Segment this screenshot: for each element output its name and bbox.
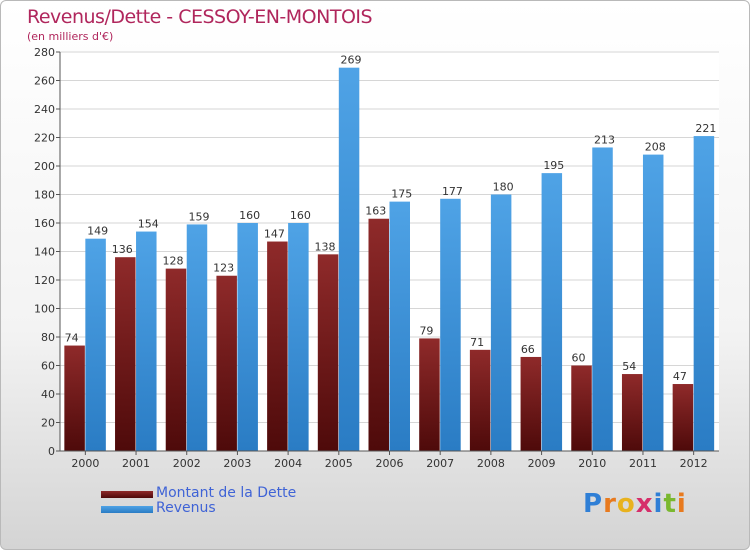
data-label-revenue: 175	[391, 188, 412, 201]
legend-label-revenue: Revenus	[156, 500, 216, 516]
logo-letter: r	[603, 489, 617, 519]
data-label-revenue: 221	[695, 122, 716, 135]
y-tick-label: 140	[34, 246, 55, 259]
y-tick-label: 260	[34, 75, 55, 88]
data-label-debt: 138	[315, 240, 336, 253]
data-label-revenue: 213	[594, 133, 615, 146]
legend-swatch-debt	[101, 491, 153, 498]
bar-debt	[621, 374, 643, 451]
x-tick-label: 2001	[122, 457, 150, 470]
y-tick-label: 280	[34, 46, 55, 59]
data-label-debt: 47	[673, 370, 687, 383]
bar-debt	[368, 218, 389, 451]
bar-debt	[165, 268, 187, 451]
bar-debt	[571, 365, 592, 451]
x-tick-label: 2006	[376, 457, 404, 470]
bar-revenue	[186, 224, 208, 451]
bar-revenue	[338, 67, 360, 452]
x-tick-label: 2009	[528, 457, 556, 470]
bar-revenue	[541, 173, 563, 451]
bar-revenue	[642, 154, 664, 451]
logo-letter: i	[676, 489, 687, 519]
bar-debt	[64, 345, 85, 451]
chart-title: Revenus/Dette - CESSOY-EN-MONTOIS	[27, 6, 373, 28]
x-tick-label: 2011	[629, 457, 657, 470]
bar-revenue	[490, 194, 512, 451]
logo-letter: t	[663, 489, 677, 519]
data-label-revenue: 154	[138, 218, 159, 231]
data-label-debt: 74	[65, 332, 79, 345]
bar-debt	[267, 241, 288, 451]
bar-revenue	[237, 223, 258, 451]
data-label-revenue: 159	[188, 210, 209, 223]
data-label-debt: 123	[213, 262, 234, 275]
bar-debt	[216, 275, 237, 451]
bar-debt	[520, 356, 542, 451]
y-tick-label: 20	[41, 417, 55, 430]
data-label-debt: 54	[622, 360, 636, 373]
data-label-revenue: 208	[645, 141, 666, 154]
x-tick-label: 2004	[274, 457, 302, 470]
y-tick-label: 240	[34, 103, 55, 116]
logo-letter: P	[583, 489, 604, 519]
data-label-debt: 128	[162, 255, 183, 268]
y-tick-label: 120	[34, 274, 55, 287]
y-tick-label: 160	[34, 217, 55, 230]
bar-debt	[672, 384, 694, 451]
x-tick-label: 2005	[325, 457, 353, 470]
logo-letter: i	[653, 489, 664, 519]
data-label-revenue: 149	[87, 225, 108, 238]
data-label-revenue: 180	[493, 181, 514, 194]
proxiti-logo: Proxiti	[583, 489, 687, 519]
bars	[64, 67, 715, 452]
logo-letter: x	[635, 489, 654, 519]
bar-revenue	[440, 198, 461, 451]
bar-debt	[419, 338, 440, 451]
axes: 0 20 40 60 80 100 120 140 160 180 200 220 240 260 280 2…	[34, 46, 719, 470]
data-label-revenue: 195	[543, 159, 564, 172]
bar-revenue	[693, 136, 715, 451]
x-tick-label: 2007	[426, 457, 454, 470]
bar-debt	[469, 349, 491, 451]
data-label-debt: 136	[112, 243, 133, 256]
bar-debt	[317, 254, 339, 451]
bar-revenue	[288, 223, 309, 451]
bar-debt	[115, 257, 136, 451]
y-tick-label: 220	[34, 132, 55, 145]
data-label-debt: 71	[470, 336, 484, 349]
y-tick-label: 0	[48, 445, 55, 458]
chart-subtitle: (en milliers d'€)	[27, 30, 114, 43]
x-tick-label: 2003	[223, 457, 251, 470]
data-label-debt: 163	[365, 205, 386, 218]
x-tick-label: 2010	[578, 457, 606, 470]
bar-revenue	[85, 238, 106, 451]
data-label-revenue: 269	[341, 54, 362, 67]
data-label-debt: 79	[419, 324, 433, 337]
data-label-revenue: 177	[442, 185, 463, 198]
data-labels: 74 149 136 154 128 159 123 160 147 160 138 269 163 17…	[65, 54, 717, 383]
x-tick-label: 2002	[173, 457, 201, 470]
y-tick-label: 80	[41, 331, 55, 344]
data-label-revenue: 160	[239, 209, 260, 222]
data-label-debt: 147	[264, 228, 285, 241]
y-tick-label: 60	[41, 360, 55, 373]
data-label-debt: 66	[521, 343, 535, 356]
y-tick-label: 40	[41, 388, 55, 401]
bar-revenue	[136, 231, 157, 451]
bar-revenue	[389, 201, 410, 451]
y-tick-label: 180	[34, 189, 55, 202]
legend-swatch-revenue	[101, 506, 153, 513]
x-tick-label: 2012	[680, 457, 708, 470]
data-label-revenue: 160	[290, 209, 311, 222]
legend-label-debt: Montant de la Dette	[156, 485, 297, 501]
bar-revenue	[592, 147, 613, 451]
x-tick-label: 2008	[477, 457, 505, 470]
data-label-debt: 60	[572, 352, 586, 365]
logo-letter: o	[616, 489, 636, 519]
x-tick-label: 2000	[71, 457, 99, 470]
y-tick-label: 200	[34, 160, 55, 173]
y-tick-label: 100	[34, 303, 55, 316]
